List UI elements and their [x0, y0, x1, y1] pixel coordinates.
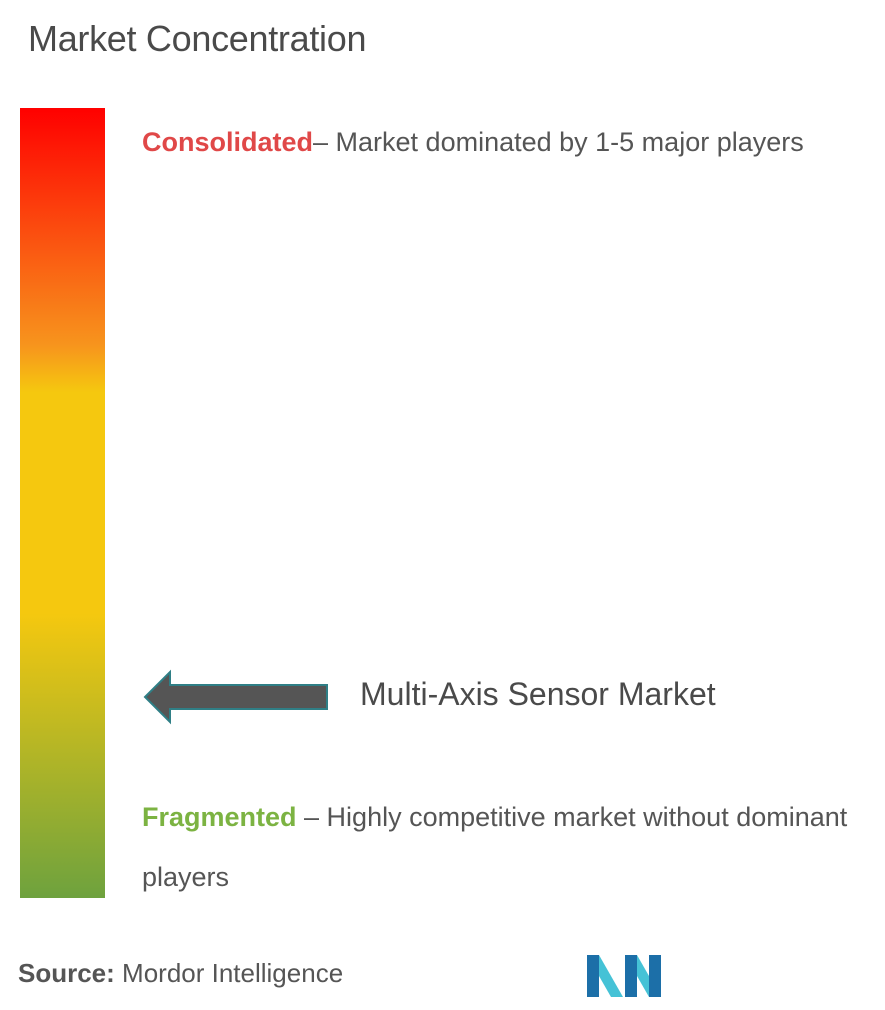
- fragmented-text: – Highly competitive market without domi…: [142, 802, 848, 892]
- source-line: Source: Mordor Intelligence: [18, 958, 343, 989]
- market-name-label: Multi-Axis Sensor Market: [360, 676, 716, 712]
- consolidated-term: Consolidated: [142, 127, 314, 157]
- mordor-intelligence-logo-icon: [587, 955, 661, 997]
- concentration-scale-bar: [20, 108, 105, 898]
- consolidated-text: – Market dominated by 1-5 major players: [313, 127, 804, 157]
- market-position-arrow-icon: [143, 669, 328, 725]
- source-value: Mordor Intelligence: [114, 958, 344, 988]
- page-title: Market Concentration: [28, 18, 367, 59]
- source-label: Source:: [18, 958, 115, 988]
- fragmented-term: Fragmented: [142, 802, 297, 832]
- fragmented-description: Fragmented – Highly competitive market w…: [142, 787, 862, 907]
- consolidated-description: Consolidated– Market dominated by 1-5 ma…: [142, 112, 842, 172]
